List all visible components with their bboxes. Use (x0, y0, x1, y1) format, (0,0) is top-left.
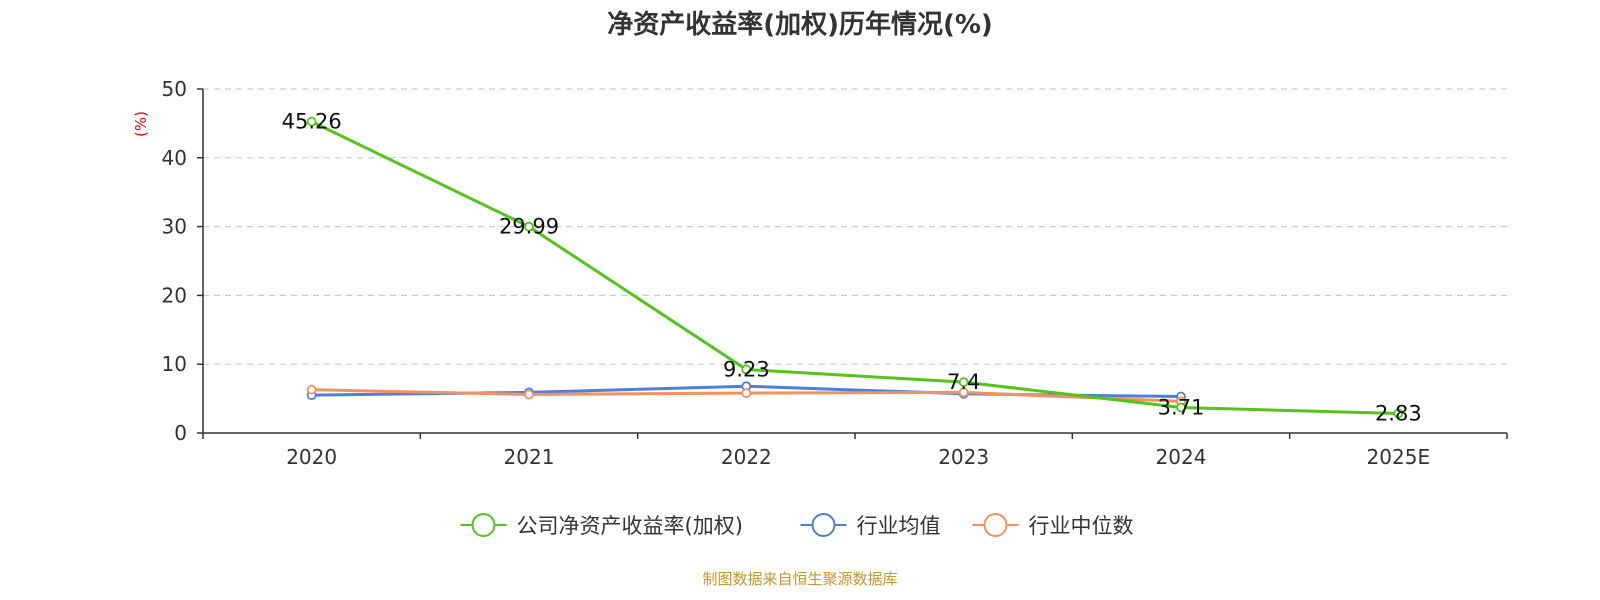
legend-item[interactable]: 行业均值 (800, 513, 941, 538)
series-line (310, 120, 1400, 416)
data-point[interactable] (741, 364, 752, 375)
data-point[interactable] (306, 384, 317, 395)
x-tick-label: 2022 (721, 445, 772, 469)
x-tick-label: 2021 (504, 445, 555, 469)
data-point[interactable] (741, 388, 752, 398)
data-point[interactable] (958, 377, 969, 387)
legend-label: 公司净资产收益率(加权) (517, 514, 743, 538)
axes: 0 10 20 30 40 50 2020 2021 2022 2023 2024 2025E (162, 77, 1508, 469)
data-label: 29.99 (499, 215, 559, 239)
data-label: 2.83 (1375, 402, 1422, 426)
x-tick-label: 2020 (286, 445, 337, 469)
y-tick-label: 0 (174, 421, 187, 445)
legend-label: 行业均值 (857, 514, 941, 538)
x-tick-label: 2023 (938, 445, 989, 469)
y-tick-label: 10 (162, 352, 187, 376)
x-tick-label: 2025E (1367, 445, 1431, 469)
y-tick-label: 30 (162, 215, 187, 239)
data-label: 7.4 (947, 370, 980, 394)
data-label: 45.26 (282, 110, 342, 134)
data-point[interactable] (958, 387, 969, 398)
data-point[interactable] (524, 221, 534, 232)
y-tick-label: 40 (162, 146, 187, 170)
x-tick-label: 2024 (1156, 445, 1207, 469)
data-point[interactable] (1393, 408, 1404, 419)
data-label: 9.23 (723, 357, 770, 381)
data-labels: 45.26 29.99 9.23 7.4 3.71 2.83 (282, 110, 1422, 426)
source-note: 制图数据来自恒生聚源数据库 (702, 570, 897, 588)
y-tick-label: 50 (162, 77, 187, 101)
series (306, 116, 1404, 419)
data-label: 3.71 (1158, 395, 1205, 419)
y-axis-label: (%) (132, 111, 150, 137)
chart-title: 净资产收益率(加权)历年情况(%) (607, 9, 993, 40)
legend-item[interactable]: 行业中位数 (972, 513, 1134, 538)
data-point[interactable] (1176, 402, 1186, 413)
data-point[interactable] (306, 116, 317, 127)
y-tick-label: 20 (162, 283, 187, 307)
legend-circle-icon (471, 513, 496, 537)
grid-lines (203, 88, 1507, 365)
legend-label: 行业中位数 (1029, 514, 1134, 538)
legend-item[interactable]: 公司净资产收益率(加权) (460, 513, 743, 538)
legend-circle-icon (983, 513, 1008, 537)
legend-circle-icon (811, 513, 836, 537)
data-point[interactable] (524, 389, 534, 400)
legend[interactable]: 公司净资产收益率(加权) 行业均值 行业中位数 (460, 513, 1134, 538)
